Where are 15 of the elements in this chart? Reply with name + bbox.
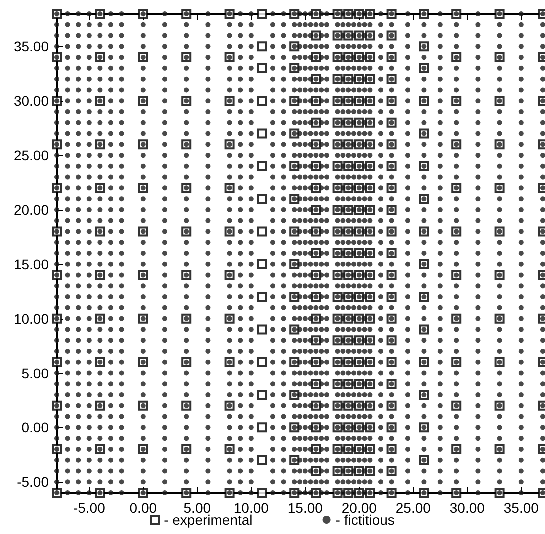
x-tick-label: 15.00 bbox=[288, 500, 324, 516]
x-tick-label: 30.00 bbox=[450, 500, 486, 516]
y-tick-label: 5.00 bbox=[22, 365, 50, 382]
x-tick-label: 0.00 bbox=[130, 500, 158, 516]
y-tick-label: 20.00 bbox=[14, 202, 50, 218]
y-tick-label: 15.00 bbox=[14, 256, 50, 272]
y-tick-label: 0.00 bbox=[22, 420, 50, 436]
y-tick-label: 25.00 bbox=[14, 148, 50, 164]
x-tick-label: 25.00 bbox=[396, 500, 432, 516]
y-tick-label: -5.00 bbox=[17, 474, 50, 490]
y-tick-label: 30.00 bbox=[14, 93, 50, 110]
y-tick-label: 35.00 bbox=[14, 38, 50, 55]
y-tick-label: 10.00 bbox=[14, 310, 50, 327]
x-tick-label: 35.00 bbox=[504, 500, 540, 516]
x-tick-label: -5.00 bbox=[73, 500, 106, 516]
